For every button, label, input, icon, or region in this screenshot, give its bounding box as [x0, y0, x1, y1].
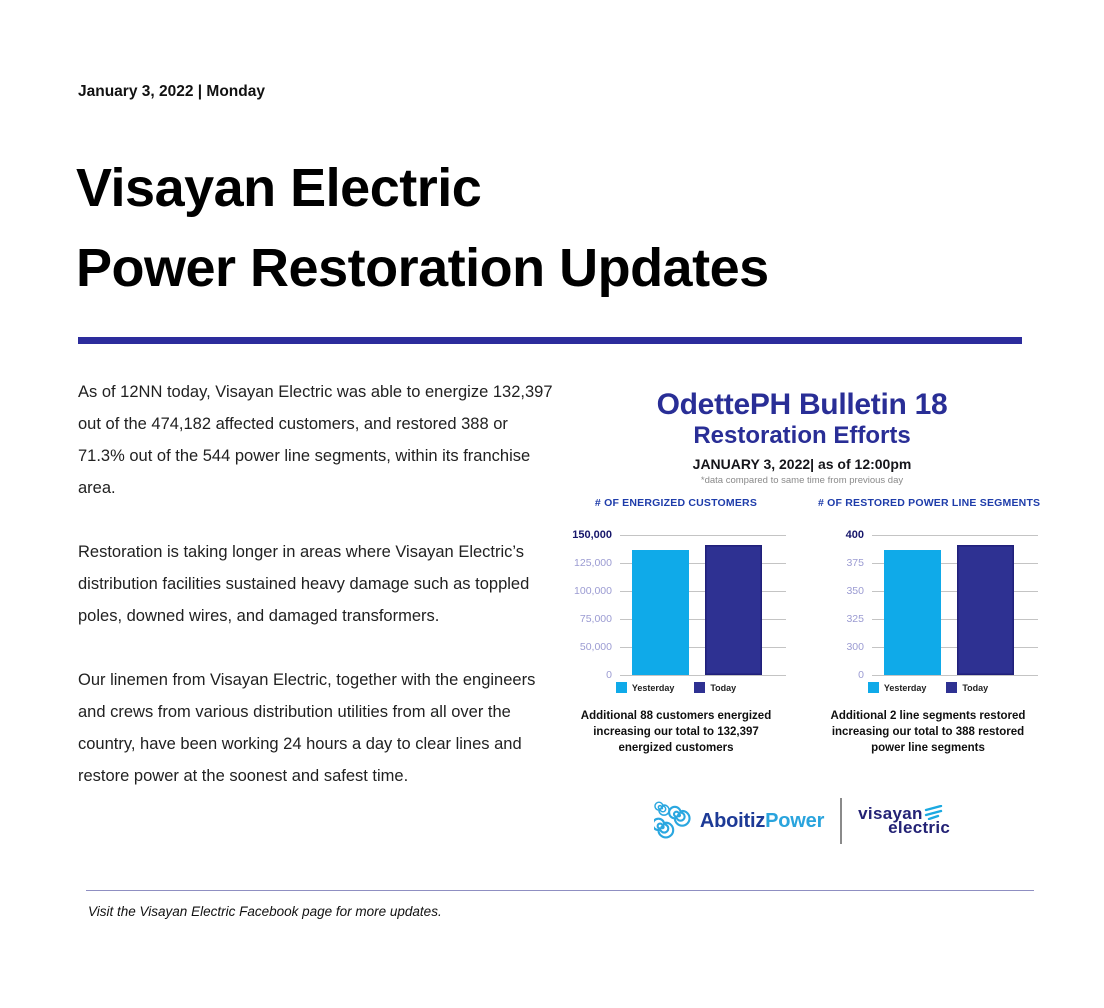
page-title-line2: Power Restoration Updates — [76, 238, 769, 298]
bar-yesterday — [632, 550, 689, 675]
aboitiz-word: Aboitiz — [699, 809, 766, 832]
bar-today — [705, 545, 762, 675]
plot-area — [620, 535, 786, 676]
y-axis-tick-label: 75,000 — [579, 613, 612, 625]
gridline — [872, 619, 1038, 620]
legend-label: Yesterday — [883, 682, 927, 693]
logos-row: AboitizPower visayan electric — [563, 798, 1041, 844]
y-axis-tick-label: 0 — [606, 669, 612, 681]
logo-divider — [840, 798, 843, 844]
legend-label: Yesterday — [631, 682, 675, 693]
title-divider — [78, 337, 1022, 344]
odetteph-bulletin-infographic: OdettePH Bulletin 18 Restoration Efforts… — [563, 388, 1041, 844]
y-axis-tick-label: 50,000 — [579, 641, 612, 653]
caption-line: Additional 88 customers energized — [580, 710, 772, 722]
gridline — [620, 675, 786, 676]
gridline — [872, 563, 1038, 564]
y-axis-tick-label: 100,000 — [574, 585, 612, 597]
y-axis-tick-label: 325 — [846, 613, 864, 625]
lightning-slashes-icon — [924, 805, 942, 820]
bar-today — [957, 545, 1014, 675]
legend-swatch-icon — [694, 682, 706, 693]
aboitizpower-logo: AboitizPower — [653, 801, 824, 841]
chart-caption: Additional 2 line segments restored incre… — [818, 708, 1038, 756]
legend-item-today: Today — [694, 682, 736, 693]
electric-word: electric — [888, 818, 951, 837]
gridline — [872, 535, 1038, 536]
y-axis: 400 375 350 325 300 0 — [818, 529, 868, 681]
plot-area — [872, 535, 1038, 676]
chart-legend: Yesterday Today — [566, 682, 786, 693]
gridline — [620, 647, 786, 648]
paragraph: Our linemen from Visayan Electric, toget… — [78, 671, 536, 785]
gridline — [872, 675, 1038, 676]
y-axis-tick-label: 350 — [846, 585, 864, 597]
chart-restored-segments: # OF RESTORED POWER LINE SEGMENTS 400 375… — [818, 497, 1041, 756]
gridline — [872, 591, 1038, 592]
bulletin-title: OdettePH Bulletin 18 — [656, 388, 948, 421]
power-word: Power — [765, 809, 825, 832]
paragraph: Restoration is taking longer in areas wh… — [78, 543, 530, 625]
gridline — [620, 563, 786, 564]
legend-item-yesterday: Yesterday — [867, 682, 927, 693]
legend-label: Today — [710, 682, 737, 693]
chart-energized-customers: # OF ENERGIZED CUSTOMERS 150,000 125,000 1… — [566, 497, 786, 756]
caption-line: power line segments — [871, 742, 985, 754]
y-axis-tick-label: 0 — [858, 669, 864, 681]
page-title: Visayan Electric Power Restoration Updat… — [76, 148, 769, 308]
y-axis-tick-label: 125,000 — [574, 557, 612, 569]
gridline — [620, 535, 786, 536]
date-line: January 3, 2022 | Monday — [78, 83, 265, 100]
caption-line: increasing our total to 132,397 — [593, 726, 759, 738]
page-title-line1: Visayan Electric — [76, 158, 482, 218]
visayan-word: visayan — [858, 804, 923, 823]
legend-item-today: Today — [946, 682, 988, 693]
legend-swatch-icon — [867, 682, 879, 693]
bulletin-subtitle: Restoration Efforts — [693, 422, 911, 449]
bar-yesterday — [884, 550, 941, 675]
bulletin-footnote: *data compared to same time from previou… — [700, 475, 904, 486]
plot-row: 150,000 125,000 100,000 75,000 50,000 0 — [566, 529, 786, 681]
gridline — [620, 591, 786, 592]
gridline — [872, 647, 1038, 648]
visayan-electric-logo: visayan electric — [858, 805, 950, 837]
chart-legend: Yesterday Today — [818, 682, 1038, 693]
charts-row: # OF ENERGIZED CUSTOMERS 150,000 125,000 1… — [563, 497, 1041, 756]
gridline — [620, 619, 786, 620]
legend-swatch-icon — [946, 682, 958, 693]
chart-title: # OF ENERGIZED CUSTOMERS — [594, 497, 758, 509]
legend-label: Today — [962, 682, 989, 693]
legend-item-yesterday: Yesterday — [615, 682, 675, 693]
y-axis: 150,000 125,000 100,000 75,000 50,000 0 — [566, 529, 616, 681]
caption-line: Additional 2 line segments restored — [830, 710, 1026, 722]
plot-row: 400 375 350 325 300 0 — [818, 529, 1038, 681]
y-axis-tick-label: 150,000 — [572, 529, 612, 541]
caption-line: increasing our total to 388 restored — [831, 726, 1025, 738]
y-axis-tick-label: 375 — [846, 557, 864, 569]
chart-caption: Additional 88 customers energized increas… — [566, 708, 786, 756]
aboitiz-spiral-icon — [653, 801, 691, 839]
footer-rule — [86, 890, 1034, 891]
article-body: As of 12NN today, Visayan Electric was a… — [78, 376, 558, 824]
chart-title: # OF RESTORED POWER LINE SEGMENTS — [818, 497, 1041, 509]
aboitizpower-wordmark: AboitizPower — [700, 810, 824, 833]
caption-line: energized customers — [618, 742, 734, 754]
y-axis-tick-label: 300 — [846, 641, 864, 653]
bulletin-date: JANUARY 3, 2022| as of 12:00pm — [692, 456, 912, 472]
legend-swatch-icon — [615, 682, 627, 693]
footer-note: Visit the Visayan Electric Facebook page… — [88, 904, 442, 919]
y-axis-tick-label: 400 — [845, 529, 864, 541]
paragraph: As of 12NN today, Visayan Electric was a… — [78, 383, 553, 497]
